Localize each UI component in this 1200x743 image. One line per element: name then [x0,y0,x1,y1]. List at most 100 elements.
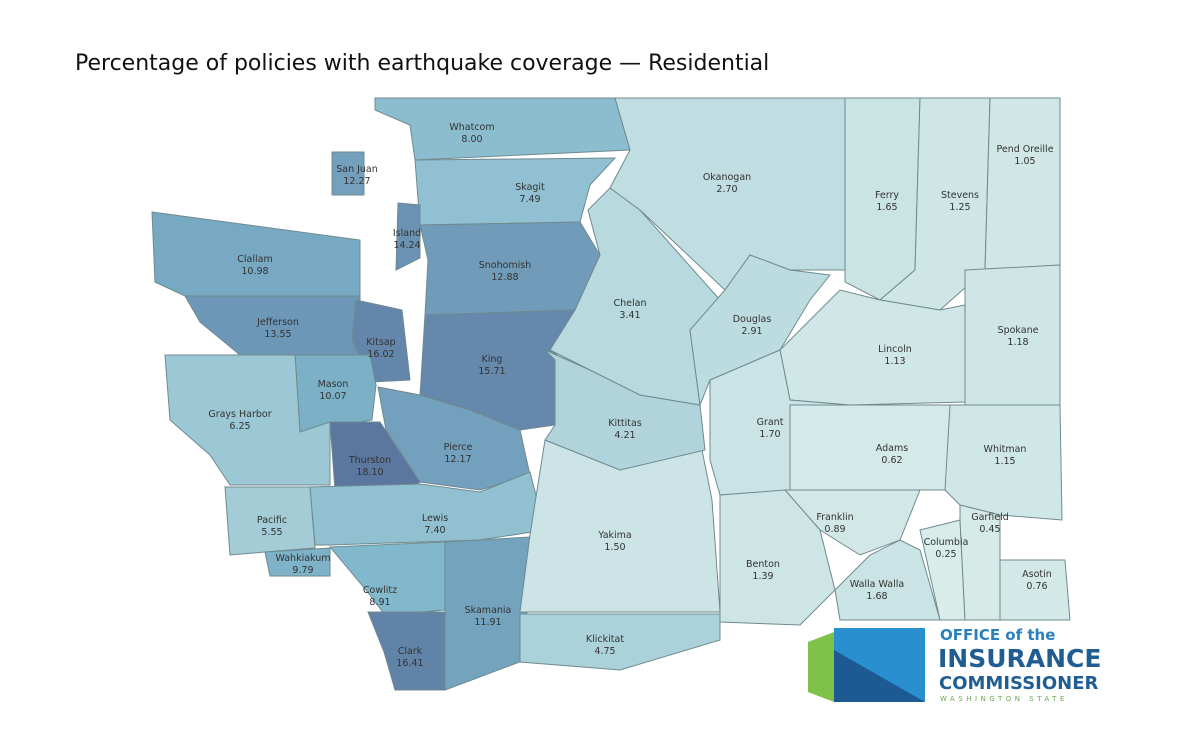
county [264,547,331,577]
county-value: 12.27 [343,176,370,187]
county-value: 1.18 [1007,337,1028,348]
logo-text: OFFICE of the [940,626,1055,644]
county-name: Clark [398,646,423,657]
title: Percentage of policies with earthquake c… [75,51,769,76]
county-value: 1.15 [994,456,1015,467]
county-value: 6.25 [229,421,250,432]
county-value: 0.62 [881,455,902,466]
county [519,613,721,671]
county-value: 9.79 [292,565,313,576]
county-value: 12.88 [491,272,518,283]
county-name: Cowlitz [363,585,397,596]
county-name: Pierce [444,442,473,453]
county-value: 2.70 [716,184,737,195]
county-value: 0.89 [824,524,845,535]
county-name: Stevens [941,190,979,201]
county-name: San Juan [336,164,378,175]
county-value: 1.39 [752,571,773,582]
county-value: 13.55 [264,329,291,340]
county [367,611,446,691]
county-name: Benton [746,559,780,570]
county [395,202,421,271]
logo-text: WASHINGTON STATE [940,695,1068,703]
county-name: Skamania [465,605,512,616]
county-value: 1.13 [884,356,905,367]
county [834,539,941,621]
county-name: Ferry [875,190,899,201]
county-value: 10.98 [241,266,268,277]
county-value: 7.40 [424,525,445,536]
county-value: 4.75 [594,646,615,657]
county-name: Douglas [733,314,772,325]
county-name: Garfield [971,512,1009,523]
county-name: Spokane [998,325,1039,336]
county-value: 1.68 [866,591,887,602]
logo-text: COMMISSIONER [939,673,1099,694]
county-value: 10.07 [319,391,346,402]
county [959,504,1001,621]
county-name: Snohomish [479,260,532,271]
county-value: 1.65 [876,202,897,213]
county-name: Lewis [422,513,448,524]
county-name: Klickitat [586,634,624,645]
county-name: Whatcom [449,122,494,133]
county-name: Mason [318,379,349,390]
county [164,354,331,486]
logo-text: INSURANCE [938,644,1101,673]
county-name: Grant [757,417,784,428]
logo-dark [834,650,925,702]
county-value: 8.00 [461,134,482,145]
county-name: Walla Walla [850,579,904,590]
county-name: Grays Harbor [208,409,271,420]
county-value: 8.91 [369,597,390,608]
county-name: Franklin [816,512,853,523]
county-value: 1.70 [759,429,780,440]
county-value: 18.10 [356,467,383,478]
county-name: Columbia [924,537,969,548]
county-value: 7.49 [519,194,540,205]
county-name: Okanogan [703,172,751,183]
county-name: Yakima [597,530,632,541]
county-value: 5.55 [261,527,282,538]
county-name: Whitman [984,444,1027,455]
county-value: 11.91 [474,617,501,628]
county-value: 2.91 [741,326,762,337]
county-name: Adams [876,443,908,454]
county-name: King [482,354,503,365]
county-value: 0.76 [1026,581,1047,592]
county-value: 16.02 [367,349,394,360]
county [984,97,1061,271]
county [999,559,1071,621]
county-value: 1.05 [1014,156,1035,167]
logo-green [808,632,834,702]
county-value: 0.25 [935,549,956,560]
county [331,151,365,196]
county-name: Kittitas [608,418,642,429]
county-name: Thurston [348,455,391,466]
county [789,404,951,491]
county-value: 1.50 [604,542,625,553]
logo: OFFICE of the INSURANCE COMMISSIONER WAS… [808,626,1101,703]
county-name: Lincoln [878,344,912,355]
county-name: Clallam [237,254,272,265]
county [374,97,631,161]
county-value: 1.25 [949,202,970,213]
county-name: Pacific [257,515,287,526]
county-name: Pend Oreille [996,144,1053,155]
county-value: 0.45 [979,524,1000,535]
county [689,254,831,407]
county-name: Skagit [515,182,545,193]
county-name: Island [393,228,421,239]
county-value: 3.41 [619,310,640,321]
county-value: 4.21 [614,430,635,441]
county-name: Jefferson [256,317,299,328]
county-value: 16.41 [396,658,423,669]
county-name: Asotin [1022,569,1052,580]
county-name: Chelan [614,298,647,309]
county-value: 14.24 [393,240,420,251]
county-name: Wahkiakum [275,553,330,564]
county-name: Kitsap [366,337,395,348]
county-value: 12.17 [444,454,471,465]
